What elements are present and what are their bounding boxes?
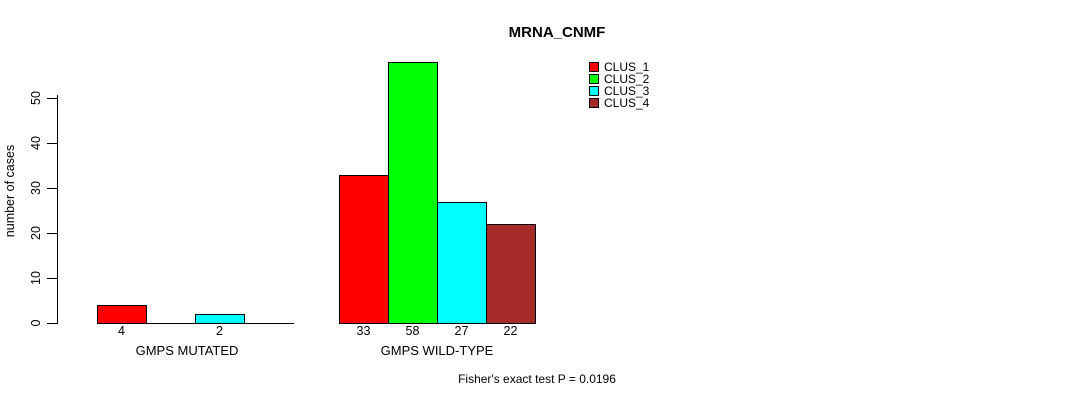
- legend-swatch-icon: [589, 62, 599, 72]
- bar-value-label: 33: [356, 324, 371, 338]
- y-axis-tick: [47, 278, 57, 279]
- legend-label: CLUS_1: [604, 60, 650, 74]
- legend: CLUS_1 CLUS_2 CLUS_3 CLUS_4: [589, 61, 649, 109]
- y-axis-line: [57, 95, 58, 324]
- y-axis-label: number of cases: [3, 144, 17, 238]
- legend-row: CLUS_3: [589, 85, 649, 97]
- legend-swatch-icon: [589, 98, 599, 108]
- legend-swatch-icon: [589, 86, 599, 96]
- y-axis-tick: [47, 233, 57, 234]
- legend-swatch-icon: [589, 74, 599, 84]
- x-category-label-mutated: GMPS MUTATED: [135, 343, 239, 358]
- bar-value-label: 22: [503, 324, 518, 338]
- x-category-label-wild-type: GMPS WILD-TYPE: [380, 343, 494, 358]
- y-axis-tick-label: 30: [29, 181, 43, 195]
- legend-row: CLUS_1: [589, 61, 649, 73]
- bar-CLUS_1: [339, 175, 389, 324]
- y-axis-tick-label: 50: [29, 91, 43, 105]
- legend-label: CLUS_4: [604, 96, 650, 110]
- y-axis-tick: [47, 98, 57, 99]
- y-axis-tick-label: 10: [29, 271, 43, 285]
- bar-value-label: 2: [216, 324, 223, 338]
- bar-CLUS_3: [437, 202, 487, 324]
- legend-row: CLUS_4: [589, 97, 649, 109]
- y-axis-tick-label: 40: [29, 136, 43, 150]
- bar-value-label: 4: [118, 324, 125, 338]
- bar-CLUS_2: [388, 62, 438, 324]
- legend-label: CLUS_3: [604, 84, 650, 98]
- y-axis-tick: [47, 188, 57, 189]
- y-axis-tick-label: 20: [29, 226, 43, 240]
- y-axis-tick: [47, 323, 57, 324]
- chart-title: MRNA_CNMF: [508, 24, 606, 41]
- bar-value-label: 58: [405, 324, 420, 338]
- bar-value-label: 27: [454, 324, 469, 338]
- legend-row: CLUS_2: [589, 73, 649, 85]
- legend-label: CLUS_2: [604, 72, 650, 86]
- bar-CLUS_4: [486, 224, 536, 324]
- y-axis-tick-label: 0: [29, 319, 43, 327]
- bar-CLUS_1: [97, 305, 147, 324]
- y-axis-tick: [47, 143, 57, 144]
- bar-CLUS_3: [195, 314, 245, 324]
- fisher-test-annotation: Fisher's exact test P = 0.0196: [458, 372, 616, 386]
